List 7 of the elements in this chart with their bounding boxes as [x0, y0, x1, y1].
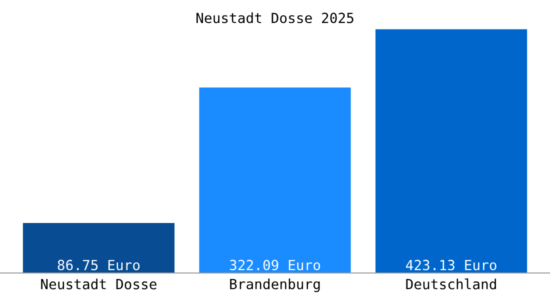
x-tick-label: Neustadt Dosse — [41, 278, 156, 290]
data-label: 86.75 Euro — [58, 260, 140, 270]
chart-title: Neustadt Dosse 2025 — [196, 12, 354, 24]
data-label: 322.09 Euro — [230, 260, 320, 270]
x-tick-label: Deutschland — [406, 278, 496, 290]
x-tick-label: Brandenburg — [230, 278, 320, 292]
data-label: 423.13 Euro — [406, 260, 496, 270]
